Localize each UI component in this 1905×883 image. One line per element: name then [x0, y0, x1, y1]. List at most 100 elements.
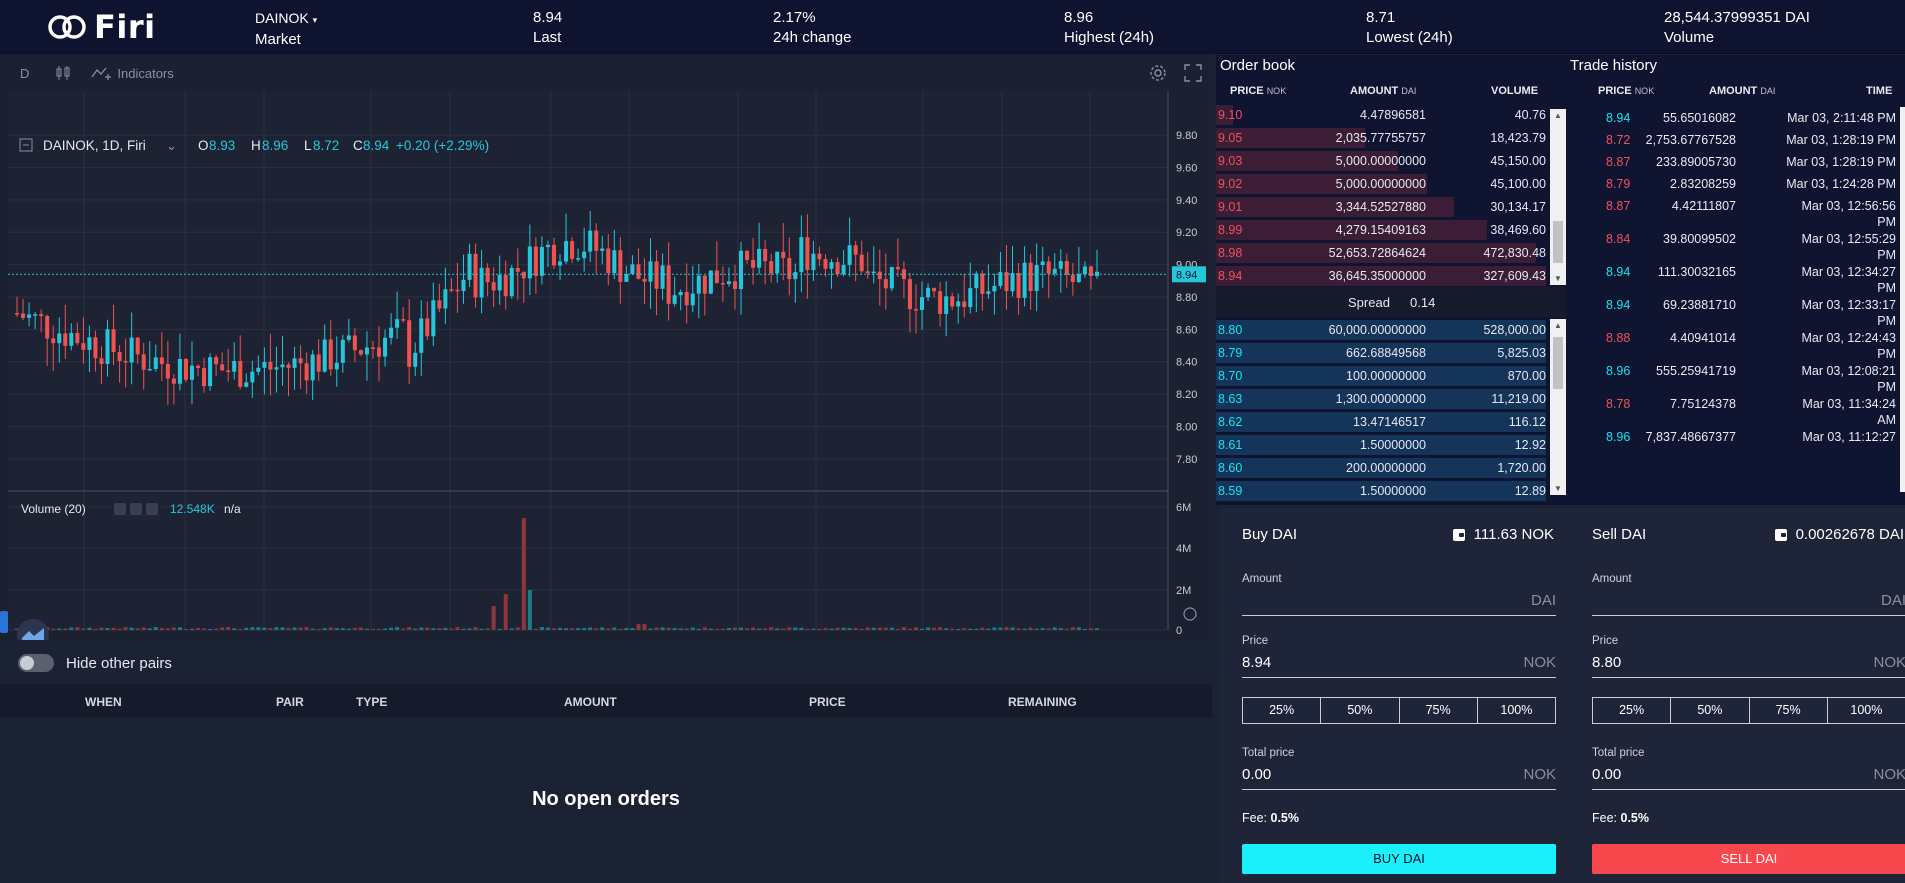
volume-bar — [304, 627, 309, 630]
trade-amount: 555.25941719 — [1656, 364, 1736, 378]
buy-amount-field[interactable]: DAI — [1242, 588, 1556, 616]
scroll-down-icon[interactable]: ▼ — [1554, 274, 1562, 283]
settings-button[interactable] — [1148, 63, 1168, 83]
candle-body — [726, 281, 731, 284]
bid-row[interactable]: 8.60 200.00000000 1,720.00 — [1216, 457, 1546, 479]
volume-bars — [15, 518, 1099, 630]
depth-bar — [1216, 481, 1546, 501]
price: 8.70 — [1218, 369, 1243, 383]
sell-total-input[interactable]: 0.00 — [1592, 766, 1622, 783]
close-small-icon[interactable] — [146, 503, 158, 515]
indicators-button[interactable]: Indicators — [91, 65, 174, 81]
bid-row[interactable]: 8.59 1.50000000 12.89 — [1216, 480, 1546, 502]
bid-scroll-thumb[interactable] — [1553, 337, 1563, 389]
scroll-up-icon[interactable]: ▲ — [1554, 111, 1562, 120]
collapse-legend-icon[interactable] — [19, 138, 33, 152]
ask-row[interactable]: 9.05 2,035.77755757 18,423.79 — [1216, 127, 1546, 149]
bid-row[interactable]: 8.79 662.68849568 5,825.03 — [1216, 342, 1546, 364]
scroll-down-icon[interactable]: ▼ — [1554, 484, 1562, 493]
ask-scroll-thumb[interactable] — [1553, 221, 1563, 263]
buy-total-input[interactable]: 0.00 — [1242, 766, 1272, 783]
ask-scrollbar[interactable]: ▲ ▼ — [1550, 109, 1566, 285]
firi-logo[interactable]: Firi — [46, 8, 156, 46]
price-chart[interactable]: D Indicators 9.80 9.60 9.40 9.20 9.00 8.80 8.6… — [0, 55, 1212, 640]
ask-row[interactable]: 8.99 4,279.15409163 38,469.60 — [1216, 219, 1546, 241]
ask-row[interactable]: 8.98 52,653.72864624 472,830.48 — [1216, 242, 1546, 264]
collapse-sidebar-handle[interactable] — [0, 611, 8, 633]
ask-row[interactable]: 9.02 5,000.00000000 45,100.00 — [1216, 173, 1546, 195]
buy-pct-100-button[interactable]: 100% — [1500, 703, 1533, 717]
sell-pct-50-button[interactable]: 50% — [1671, 698, 1750, 723]
settings-small-icon[interactable] — [130, 503, 142, 515]
buy-price-input[interactable]: 8.94 — [1242, 654, 1272, 671]
volume-bar — [793, 627, 798, 630]
legend-chevron-icon[interactable]: ⌄ — [166, 138, 177, 153]
volume-bar — [938, 627, 943, 630]
bid-row[interactable]: 8.62 13.47146517 116.12 — [1216, 411, 1546, 433]
amount: 662.68849568 — [1346, 346, 1426, 360]
col-type[interactable]: TYPE — [356, 695, 388, 709]
volume-legend-label[interactable]: Volume (20) — [21, 502, 86, 516]
bid-row[interactable]: 8.63 1,300.00000000 11,219.00 — [1216, 388, 1546, 410]
sell-pct-100-button[interactable]: 100% — [1850, 703, 1883, 717]
sell-pct-75-button[interactable]: 75% — [1750, 698, 1828, 723]
bid-row[interactable]: 8.61 1.50000000 12.92 — [1216, 434, 1546, 456]
eye-icon[interactable] — [114, 503, 126, 515]
market-selector[interactable]: DAINOK ▾ Market — [255, 8, 317, 50]
fullscreen-button[interactable] — [1184, 64, 1202, 82]
col-amount[interactable]: AMOUNT — [564, 695, 617, 709]
buy-total-field[interactable]: 0.00 NOK — [1242, 762, 1556, 790]
sell-price-input[interactable]: 8.80 — [1592, 654, 1622, 671]
sell-total-field[interactable]: 0.00 NOK — [1592, 762, 1905, 790]
volume-bar — [1046, 628, 1051, 630]
buy-pct-25-button[interactable]: 25% — [1243, 698, 1322, 723]
candle-type-button[interactable] — [55, 65, 71, 81]
amount: 3,344.52527880 — [1335, 200, 1426, 214]
ask-row[interactable]: 9.10 4.47896581 40.76 — [1216, 104, 1546, 126]
volume-bar — [600, 627, 605, 630]
volume-bar — [334, 628, 339, 630]
bid-row[interactable]: 8.70 100.00000000 870.00 — [1216, 365, 1546, 387]
sell-price-field[interactable]: 8.80 NOK — [1592, 650, 1905, 678]
candle-body — [256, 367, 261, 372]
candle-body — [479, 267, 484, 298]
timezone-settings[interactable] — [1183, 607, 1197, 621]
interval-button[interactable]: D — [20, 65, 30, 81]
volume-bar — [15, 628, 20, 630]
col-when[interactable]: WHEN — [85, 695, 122, 709]
col-pair[interactable]: PAIR — [276, 695, 304, 709]
scroll-up-icon[interactable]: ▲ — [1554, 321, 1562, 330]
trade-scrollbar[interactable] — [1900, 107, 1905, 492]
bid-scrollbar[interactable]: ▲ ▼ — [1550, 319, 1566, 495]
col-remaining[interactable]: REMAINING — [1008, 695, 1077, 709]
sell-pct-25-button[interactable]: 25% — [1593, 698, 1672, 723]
hide-other-pairs-toggle[interactable] — [18, 654, 54, 672]
buy-price-field[interactable]: 8.94 NOK — [1242, 650, 1556, 678]
firi-logo-icon — [48, 15, 86, 39]
volume-bar — [847, 627, 852, 630]
depth-bar — [1216, 435, 1546, 455]
volume-bar — [539, 627, 544, 630]
ask-row[interactable]: 9.01 3,344.52527880 30,134.17 — [1216, 196, 1546, 218]
volume-bar — [431, 628, 436, 630]
candle-body — [250, 371, 255, 383]
buy-pct-75-button[interactable]: 75% — [1400, 698, 1478, 723]
price: 8.62 — [1218, 415, 1243, 429]
ask-row[interactable]: 9.03 5,000.00000000 45,150.00 — [1216, 150, 1546, 172]
bid-row[interactable]: 8.80 60,000.00000000 528,000.00 — [1216, 319, 1546, 341]
chart-canvas[interactable]: 9.809.609.409.209.008.808.608.408.208.00… — [0, 91, 1212, 640]
price: 8.79 — [1218, 346, 1243, 360]
sell-button[interactable]: SELL DAI — [1592, 844, 1905, 874]
legend-symbol[interactable]: DAINOK, 1D, Firi — [43, 138, 146, 153]
change-label: 24h change — [773, 29, 852, 46]
buy-percent-buttons: 25% 50% 75% 100% — [1242, 697, 1556, 724]
price-tick-label: 8.60 — [1176, 324, 1197, 336]
col-price[interactable]: PRICE — [809, 695, 846, 709]
volume-bar — [720, 628, 725, 630]
sell-amount-field[interactable]: DAI — [1592, 588, 1905, 616]
price-tick-label: 9.80 — [1176, 130, 1197, 142]
buy-pct-50-button[interactable]: 50% — [1321, 698, 1400, 723]
ask-row[interactable]: 8.94 36,645.35000000 327,609.43 — [1216, 265, 1546, 287]
buy-button[interactable]: BUY DAI — [1242, 844, 1556, 874]
sun-icon[interactable] — [1183, 607, 1197, 621]
